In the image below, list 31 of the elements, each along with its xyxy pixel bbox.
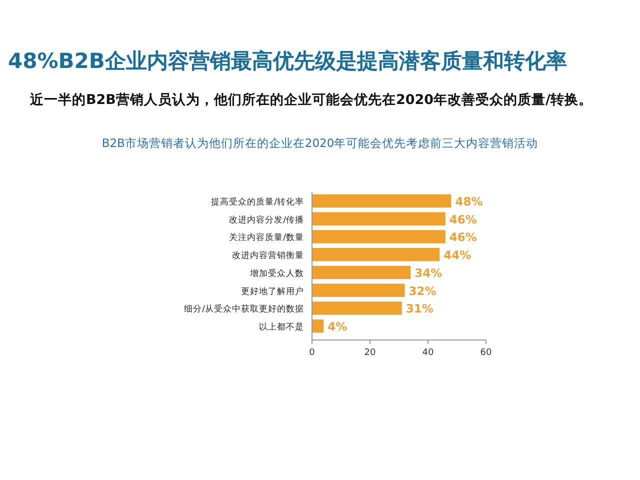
data-label: 31% [406, 302, 434, 316]
chart-subtitle: 近一半的B2B营销人员认为，他们所在的企业可能会优先在2020年改善受众的质量/转换。 [29, 91, 592, 108]
chart-title: 48%B2B企业内容营销最高优先级是提高潜客质量和转化率 [8, 49, 567, 73]
text: B2B市场营销者认为他们所在的企业在2020年可能会优先考虑前三大内容营销活动 [102, 136, 538, 150]
y-tick-label: 提高受众的质量/转化率 [211, 196, 304, 208]
data-label: 32% [408, 284, 437, 298]
bar [312, 248, 440, 262]
bar [312, 212, 446, 226]
x-tick-label: 60 [480, 348, 492, 358]
data-label: 46% [449, 230, 478, 244]
y-tick-label: 改进内容分发/传播 [229, 214, 304, 226]
y-tick-label: 以上都不是 [259, 322, 304, 333]
bar [312, 230, 446, 244]
data-label: 44% [444, 248, 472, 262]
y-tick-label: 改进内容营销衡量 [232, 250, 304, 262]
y-tick-label: 关注内容质量/数量 [229, 232, 304, 244]
bar [312, 319, 324, 333]
data-label: 48% [455, 194, 484, 208]
x-tick-label: 0 [309, 348, 316, 358]
y-tick-label: 增加受众人数 [249, 268, 304, 279]
x-tick-label: 40 [422, 348, 434, 358]
y-tick-label: 更好地了解用户 [241, 286, 304, 297]
bar [312, 302, 402, 315]
y-tick-label: 细分/从受众中获取更好的数据 [184, 304, 304, 315]
bar [312, 194, 452, 208]
bar [312, 266, 411, 280]
data-label: 4% [328, 320, 348, 334]
bar [312, 284, 405, 297]
data-label: 34% [414, 266, 443, 280]
data-label: 46% [449, 212, 478, 226]
x-tick-label: 20 [364, 348, 376, 358]
